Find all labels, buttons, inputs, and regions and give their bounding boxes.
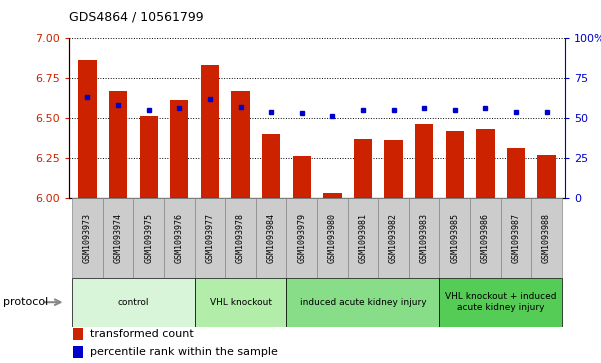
Bar xyxy=(409,198,439,278)
Bar xyxy=(109,91,127,198)
Text: GDS4864 / 10561799: GDS4864 / 10561799 xyxy=(69,11,204,24)
Bar xyxy=(195,198,225,278)
Text: protocol: protocol xyxy=(3,297,48,307)
Text: VHL knockout: VHL knockout xyxy=(210,298,272,307)
Bar xyxy=(201,65,219,198)
Text: GSM1093988: GSM1093988 xyxy=(542,213,551,263)
Text: induced acute kidney injury: induced acute kidney injury xyxy=(300,298,426,307)
Text: GSM1093979: GSM1093979 xyxy=(297,213,307,263)
Text: GSM1093973: GSM1093973 xyxy=(83,213,92,263)
Bar xyxy=(415,125,433,198)
Bar xyxy=(323,193,341,198)
Bar xyxy=(170,101,189,198)
Bar xyxy=(262,134,280,198)
Text: GSM1093974: GSM1093974 xyxy=(114,213,123,263)
Text: control: control xyxy=(118,298,149,307)
Bar xyxy=(385,140,403,198)
Text: percentile rank within the sample: percentile rank within the sample xyxy=(90,347,278,357)
Bar xyxy=(287,278,439,327)
Bar xyxy=(195,278,287,327)
Bar xyxy=(225,198,256,278)
Bar xyxy=(164,198,195,278)
Bar xyxy=(72,278,195,327)
Bar xyxy=(531,198,562,278)
Bar xyxy=(439,198,470,278)
Bar xyxy=(445,131,464,198)
Bar xyxy=(139,117,158,198)
Bar xyxy=(354,139,372,198)
Text: GSM1093980: GSM1093980 xyxy=(328,213,337,263)
Text: GSM1093981: GSM1093981 xyxy=(358,213,367,263)
Text: GSM1093985: GSM1093985 xyxy=(450,213,459,263)
Text: GSM1093975: GSM1093975 xyxy=(144,213,153,263)
Bar xyxy=(470,198,501,278)
Bar xyxy=(103,198,133,278)
Bar xyxy=(256,198,287,278)
Bar xyxy=(501,198,531,278)
Text: GSM1093978: GSM1093978 xyxy=(236,213,245,263)
Text: GSM1093977: GSM1093977 xyxy=(206,213,215,263)
Bar xyxy=(287,198,317,278)
Text: GSM1093986: GSM1093986 xyxy=(481,213,490,263)
Text: GSM1093987: GSM1093987 xyxy=(511,213,520,263)
Bar xyxy=(507,148,525,198)
Bar xyxy=(73,328,83,340)
Text: GSM1093982: GSM1093982 xyxy=(389,213,398,263)
Bar xyxy=(378,198,409,278)
Bar xyxy=(317,198,347,278)
Text: VHL knockout + induced
acute kidney injury: VHL knockout + induced acute kidney inju… xyxy=(445,293,557,312)
Text: GSM1093984: GSM1093984 xyxy=(267,213,276,263)
Text: GSM1093976: GSM1093976 xyxy=(175,213,184,263)
Text: GSM1093983: GSM1093983 xyxy=(419,213,429,263)
Bar xyxy=(78,61,97,198)
Bar xyxy=(439,278,562,327)
Bar xyxy=(537,155,556,198)
Bar xyxy=(347,198,378,278)
Bar xyxy=(231,91,249,198)
Bar xyxy=(293,156,311,198)
Bar xyxy=(476,129,495,198)
Bar xyxy=(72,198,103,278)
Text: transformed count: transformed count xyxy=(90,329,194,339)
Bar xyxy=(133,198,164,278)
Bar xyxy=(73,346,83,358)
